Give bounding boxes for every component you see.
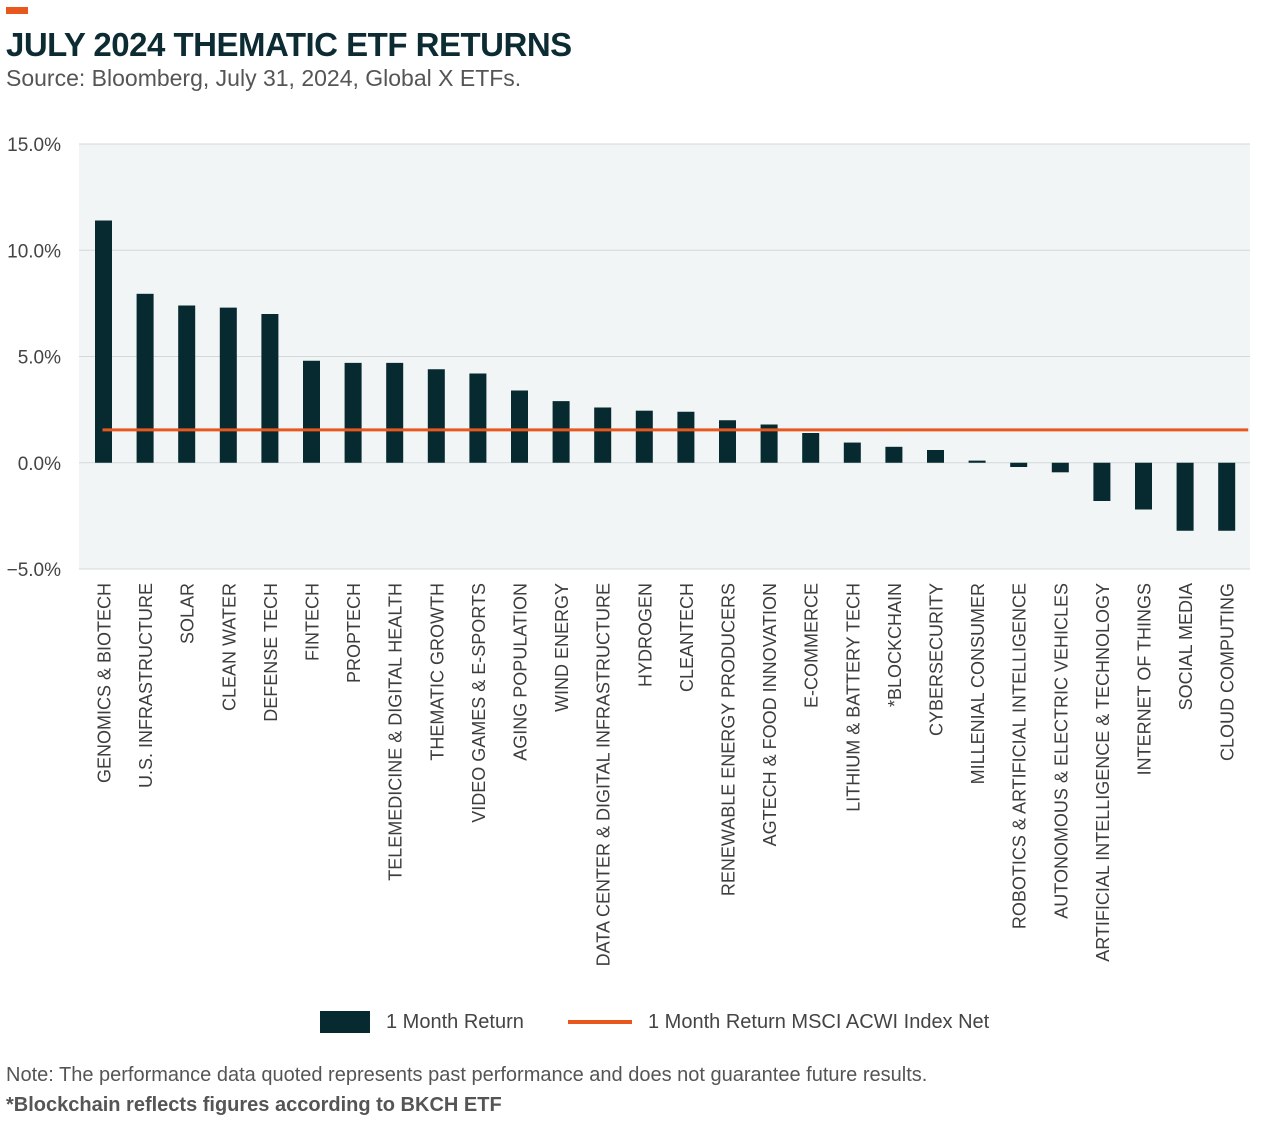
- bar: [968, 460, 986, 463]
- legend: 1 Month Return 1 Month Return MSCI ACWI …: [0, 1006, 1280, 1038]
- bar: [386, 362, 404, 463]
- bar: [1051, 462, 1069, 473]
- x-category-label: CYBERSECURITY: [927, 583, 947, 736]
- bar: [1093, 462, 1111, 501]
- x-category-label: SOCIAL MEDIA: [1176, 583, 1196, 710]
- bar: [927, 450, 944, 463]
- y-tick-label: 0.0%: [18, 454, 61, 475]
- x-category-label: CLOUD COMPUTING: [1218, 583, 1238, 761]
- x-category-label: WIND ENERGY: [552, 583, 572, 712]
- bar: [552, 401, 570, 463]
- bar: [1135, 462, 1152, 510]
- bar: [95, 220, 112, 463]
- bar: [344, 362, 362, 463]
- x-category-label: PROPTECH: [344, 583, 364, 683]
- bar: [303, 360, 320, 463]
- x-category-label: AGTECH & FOOD INNOVATION: [760, 583, 780, 846]
- bar: [219, 307, 237, 463]
- bar-chart: −5.0% 0.0% 5.0% 10.0% 15.0% GENOMICS & BIOTEC…: [7, 135, 1250, 966]
- x-category-label: CLEANTECH: [677, 583, 697, 692]
- bar: [760, 424, 778, 463]
- x-category-label: ARTIFICIAL INTELLIGENCE & TECHNOLOGY: [1093, 583, 1113, 962]
- x-category-label: E-COMMERCE: [802, 583, 822, 708]
- bar: [635, 410, 653, 463]
- legend-item-bar: 1 Month Return: [320, 1006, 524, 1038]
- y-tick-label: 10.0%: [7, 241, 61, 262]
- bar: [427, 369, 445, 463]
- bar: [843, 442, 861, 463]
- legend-label-bar: 1 Month Return: [386, 1010, 524, 1033]
- x-category-label: THEMATIC GROWTH: [427, 583, 447, 761]
- legend-label-line: 1 Month Return MSCI ACWI Index Net: [648, 1010, 990, 1033]
- x-category-label: AGING POPULATION: [511, 583, 531, 761]
- x-category-label: U.S. INFRASTRUCTURE: [136, 583, 156, 788]
- footer-note: Note: The performance data quoted repres…: [6, 1064, 928, 1086]
- chart-source: Source: Bloomberg, July 31, 2024, Global…: [6, 65, 522, 91]
- bar: [802, 433, 820, 463]
- bar: [511, 390, 528, 463]
- x-category-label: GENOMICS & BIOTECH: [95, 583, 115, 783]
- legend-swatch-line: [568, 1020, 632, 1024]
- bar: [136, 293, 154, 463]
- legend-swatch-bar: [320, 1011, 370, 1033]
- x-category-label: HYDROGEN: [635, 583, 655, 687]
- y-tick-label: 5.0%: [18, 348, 61, 369]
- bar: [719, 420, 736, 463]
- x-category-label: CLEAN WATER: [219, 583, 239, 711]
- x-category-label: *BLOCKCHAIN: [885, 583, 905, 707]
- x-category-label: LITHIUM & BATTERY TECH: [843, 583, 863, 812]
- x-category-label: INTERNET OF THINGS: [1135, 583, 1155, 775]
- bar: [261, 314, 279, 463]
- x-category-label: AUTONOMOUS & ELECTRIC VEHICLES: [1051, 583, 1071, 919]
- x-category-label: MILLENIAL CONSUMER: [968, 583, 988, 784]
- x-category-label: FINTECH: [303, 583, 323, 661]
- x-category-label: SOLAR: [178, 583, 198, 644]
- x-category-label: VIDEO GAMES & E-SPORTS: [469, 583, 489, 823]
- bar: [1218, 462, 1236, 531]
- bar: [178, 305, 196, 463]
- bar: [1176, 462, 1194, 531]
- footer-footnote: *Blockchain reflects figures according t…: [6, 1094, 502, 1116]
- legend-item-line: 1 Month Return MSCI ACWI Index Net: [568, 1006, 989, 1038]
- x-category-label: DATA CENTER & DIGITAL INFRASTRUCTURE: [594, 583, 614, 966]
- bar: [885, 446, 903, 463]
- bar: [469, 373, 487, 463]
- x-category-label: RENEWABLE ENERGY PRODUCERS: [719, 583, 739, 896]
- y-tick-label: −5.0%: [7, 560, 62, 581]
- x-category-label: ROBOTICS & ARTIFICIAL INTELLIGENCE: [1010, 583, 1030, 929]
- bar: [594, 407, 612, 463]
- accent-bar: [6, 7, 28, 14]
- y-tick-label: 15.0%: [7, 135, 61, 156]
- bar: [1010, 462, 1028, 467]
- x-category-label: DEFENSE TECH: [261, 583, 281, 722]
- chart-title: JULY 2024 THEMATIC ETF RETURNS: [6, 26, 572, 63]
- bar: [677, 411, 695, 463]
- x-category-label: TELEMEDICINE & DIGITAL HEALTH: [386, 583, 406, 881]
